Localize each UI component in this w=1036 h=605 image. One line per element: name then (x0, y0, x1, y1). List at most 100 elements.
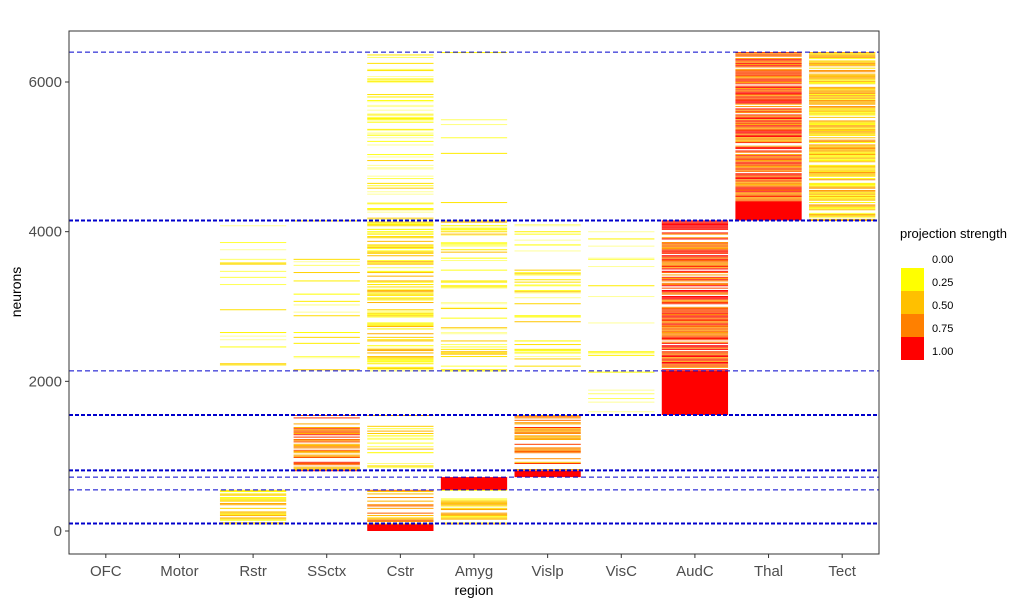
heat-cell (735, 115, 802, 117)
y-tick-label: 2000 (29, 373, 62, 390)
heat-cell (367, 314, 434, 316)
heat-cell (440, 280, 508, 282)
heat-cell (367, 316, 434, 318)
heat-cell (661, 291, 729, 293)
heat-cell (809, 64, 876, 66)
heat-cell (367, 232, 434, 234)
heat-cell (661, 363, 729, 365)
heat-cell (809, 197, 876, 199)
heat-cell (809, 67, 876, 69)
heat-cell (661, 261, 729, 263)
heat-cell (367, 267, 434, 269)
heat-cell (367, 228, 434, 230)
y-tick-label: 0 (54, 523, 62, 540)
heat-cell (293, 258, 360, 260)
heat-cell (293, 449, 360, 451)
heat-cell (661, 242, 729, 244)
heat-cell (661, 251, 729, 253)
heat-cell (440, 498, 508, 500)
heat-cell (440, 369, 508, 371)
heat-cell (735, 199, 802, 201)
heat-cell (735, 191, 802, 193)
heat-cell (367, 315, 434, 317)
heat-cell (735, 192, 802, 194)
heat-cell (514, 429, 581, 431)
heat-cell (514, 351, 581, 353)
heat-cell (588, 401, 655, 403)
heat-cell (367, 310, 434, 312)
heat-cell (514, 447, 581, 449)
heat-cell (809, 96, 876, 98)
heat-cell (809, 102, 876, 104)
heat-cell (809, 54, 876, 56)
heat-cell (661, 303, 729, 305)
heat-cell (588, 322, 655, 324)
heat-cell (809, 124, 876, 126)
heat-cell (809, 55, 876, 57)
heat-cell (661, 278, 729, 280)
heat-cell (661, 287, 729, 289)
heat-cell (514, 415, 581, 417)
heat-cell (367, 225, 434, 227)
block-tect (809, 52, 876, 222)
heat-cell (735, 124, 802, 126)
heat-cell (588, 266, 655, 268)
heat-cell (588, 245, 655, 247)
heat-cell (293, 463, 360, 465)
heat-cell (588, 352, 655, 354)
heat-cell (809, 95, 876, 97)
heat-cell (735, 161, 802, 163)
heat-cell (588, 285, 655, 287)
heat-cell (809, 187, 876, 189)
heat-cell (367, 96, 434, 98)
heat-cell (367, 130, 434, 132)
heat-cell (661, 263, 729, 265)
heat-cell (367, 106, 434, 108)
heat-cell (367, 284, 434, 286)
heat-cell (367, 68, 434, 70)
heat-cell (514, 358, 581, 360)
heat-cell (809, 58, 876, 60)
heat-cell (809, 139, 876, 141)
heat-cell (367, 250, 434, 252)
heat-cell (809, 88, 876, 90)
y-tick-label: 6000 (29, 74, 62, 91)
heat-cell (514, 448, 581, 450)
heat-cell (367, 294, 434, 296)
heat-cell (440, 231, 508, 233)
legend-key (901, 337, 924, 360)
heat-cell (440, 516, 508, 518)
heat-cell (514, 244, 581, 246)
heat-cell (809, 113, 876, 115)
heat-cell (735, 198, 802, 200)
heat-cell (293, 332, 360, 334)
heat-cell (809, 215, 876, 217)
heat-cell (809, 198, 876, 200)
heat-cell (661, 314, 729, 316)
heat-cell (735, 90, 802, 92)
heat-cell (367, 168, 434, 170)
heat-cell (219, 339, 287, 341)
heat-cell (293, 261, 360, 263)
heat-cell (809, 206, 876, 208)
heat-cell (661, 306, 729, 308)
heat-cell (809, 101, 876, 103)
legend-label: 0.00 (932, 254, 953, 266)
heat-cell (440, 308, 508, 310)
heat-cell (661, 264, 729, 266)
heat-cell (809, 166, 876, 168)
heat-cell (219, 498, 287, 500)
heat-cell (809, 194, 876, 196)
heat-cell (661, 244, 729, 246)
heat-cell (514, 430, 581, 432)
heat-cell (293, 461, 360, 463)
heat-cell (367, 293, 434, 295)
heat-cell (440, 353, 508, 355)
heat-cell (661, 224, 729, 226)
heat-cell (735, 122, 802, 124)
heat-cell (367, 291, 434, 293)
heat-cell (809, 216, 876, 218)
heat-cell (367, 79, 434, 81)
heat-cell (440, 227, 508, 229)
heat-cell (293, 429, 360, 431)
